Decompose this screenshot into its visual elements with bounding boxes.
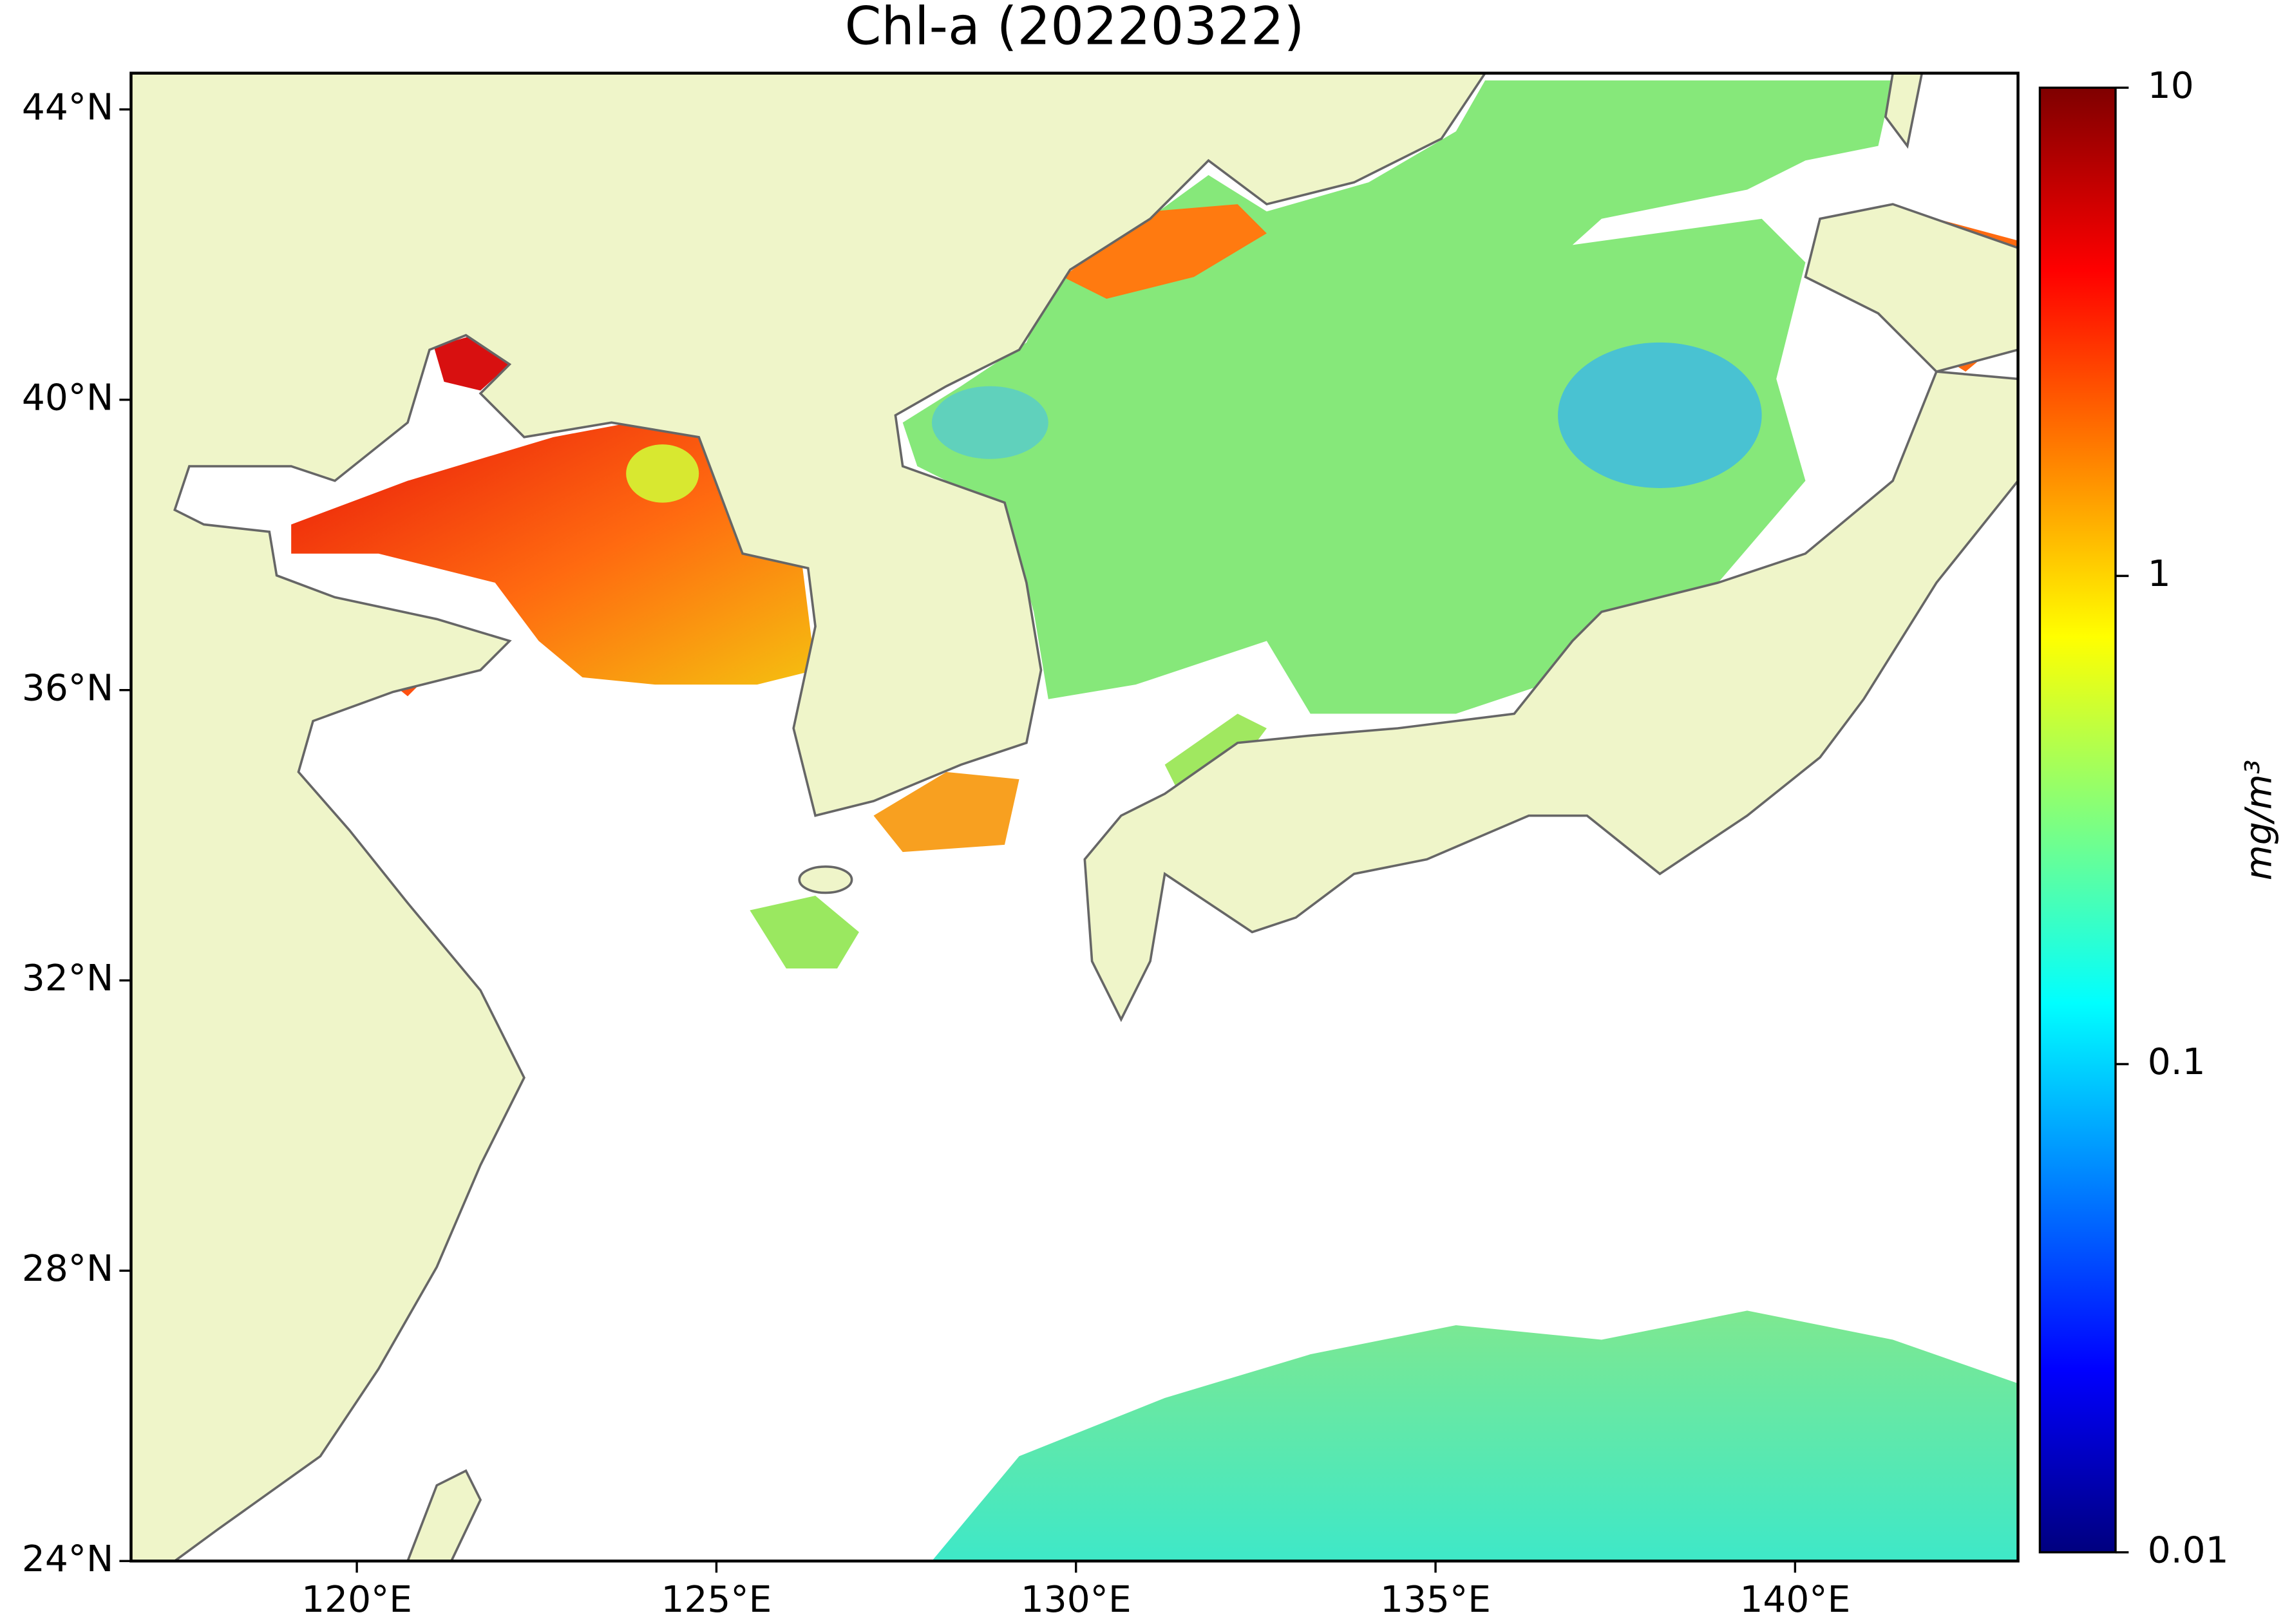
x-tick-label: 125°E bbox=[661, 1579, 772, 1621]
chl-patch bbox=[750, 895, 859, 969]
chl-patch bbox=[1164, 713, 1267, 794]
x-tick-label: 120°E bbox=[301, 1579, 412, 1621]
y-tick-label: 36°N bbox=[22, 667, 113, 709]
land-continent bbox=[131, 73, 1487, 1562]
chl-field-pacific bbox=[931, 1310, 2018, 1562]
colorbar bbox=[2038, 86, 2117, 1554]
chl-patch bbox=[873, 771, 1019, 853]
land-sakhalin bbox=[1884, 73, 1924, 149]
map-title: Chl-a (20220322) bbox=[845, 0, 1305, 57]
land-hokkaido bbox=[1804, 203, 2018, 373]
y-tick-label: 28°N bbox=[22, 1248, 113, 1290]
colorbar-tick-label: 10 bbox=[2148, 65, 2194, 107]
colorbar-tick-label: 0.1 bbox=[2148, 1041, 2206, 1083]
chl-low-patch bbox=[931, 386, 1048, 459]
x-tick-label: 140°E bbox=[1739, 1579, 1850, 1621]
land-japan bbox=[1083, 370, 2018, 1023]
colorbar-label: mg/m³ bbox=[2239, 760, 2280, 881]
y-tick-label: 44°N bbox=[22, 87, 113, 129]
chl-patch bbox=[626, 444, 699, 503]
y-tick-label: 32°N bbox=[22, 958, 113, 999]
y-tick-label: 40°N bbox=[22, 377, 113, 419]
chl-low-patch bbox=[1558, 342, 1762, 488]
map-area bbox=[131, 73, 2018, 1562]
chl-high-patch bbox=[433, 335, 510, 391]
map-frame bbox=[129, 71, 2020, 1563]
colorbar-tick-label: 1 bbox=[2148, 553, 2171, 595]
x-tick-label: 135°E bbox=[1380, 1579, 1491, 1621]
chl-high-patch bbox=[1063, 204, 1267, 299]
y-tick-label: 24°N bbox=[22, 1538, 113, 1580]
colorbar-tick-label: 0.01 bbox=[2148, 1529, 2229, 1571]
land-taiwan bbox=[406, 1469, 482, 1562]
land-jeju bbox=[798, 865, 853, 894]
x-tick-label: 130°E bbox=[1021, 1579, 1132, 1621]
